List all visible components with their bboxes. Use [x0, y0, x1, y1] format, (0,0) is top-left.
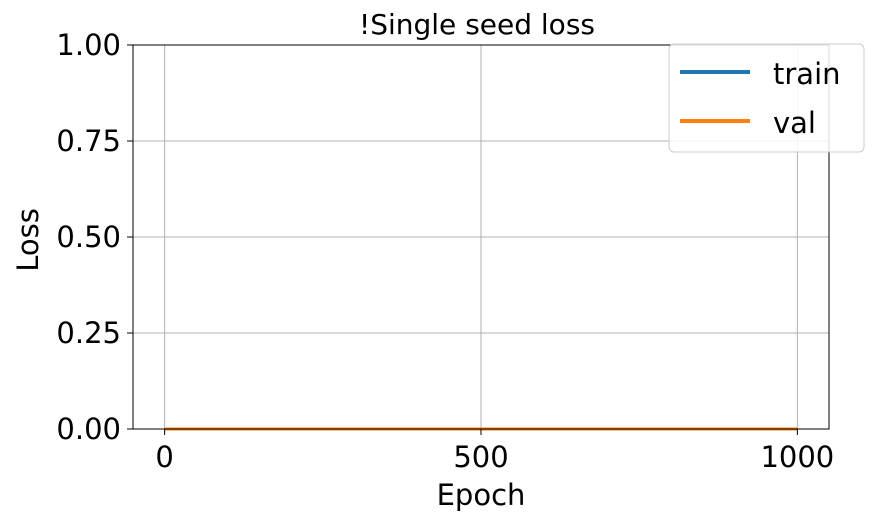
y-tick-label: 0.00 [56, 412, 121, 446]
y-tick-label: 0.50 [56, 220, 121, 254]
axis-ticks: 0 500 1000 0.00 0.25 0.50 0.75 1.00 [56, 28, 834, 474]
legend: train val [668, 43, 865, 153]
legend-label-train: train [773, 57, 841, 91]
x-tick-label: 500 [453, 440, 508, 474]
legend-label-val: val [773, 106, 816, 140]
y-tick-label: 0.25 [56, 316, 121, 350]
x-axis-label: Epoch [437, 478, 526, 512]
y-tick-label: 0.75 [56, 124, 121, 158]
chart-title: !Single seed loss [359, 8, 595, 41]
y-axis-label: Loss [11, 208, 45, 272]
y-tick-label: 1.00 [56, 28, 121, 62]
x-tick-label: 1000 [760, 440, 834, 474]
x-tick-label: 0 [155, 440, 173, 474]
